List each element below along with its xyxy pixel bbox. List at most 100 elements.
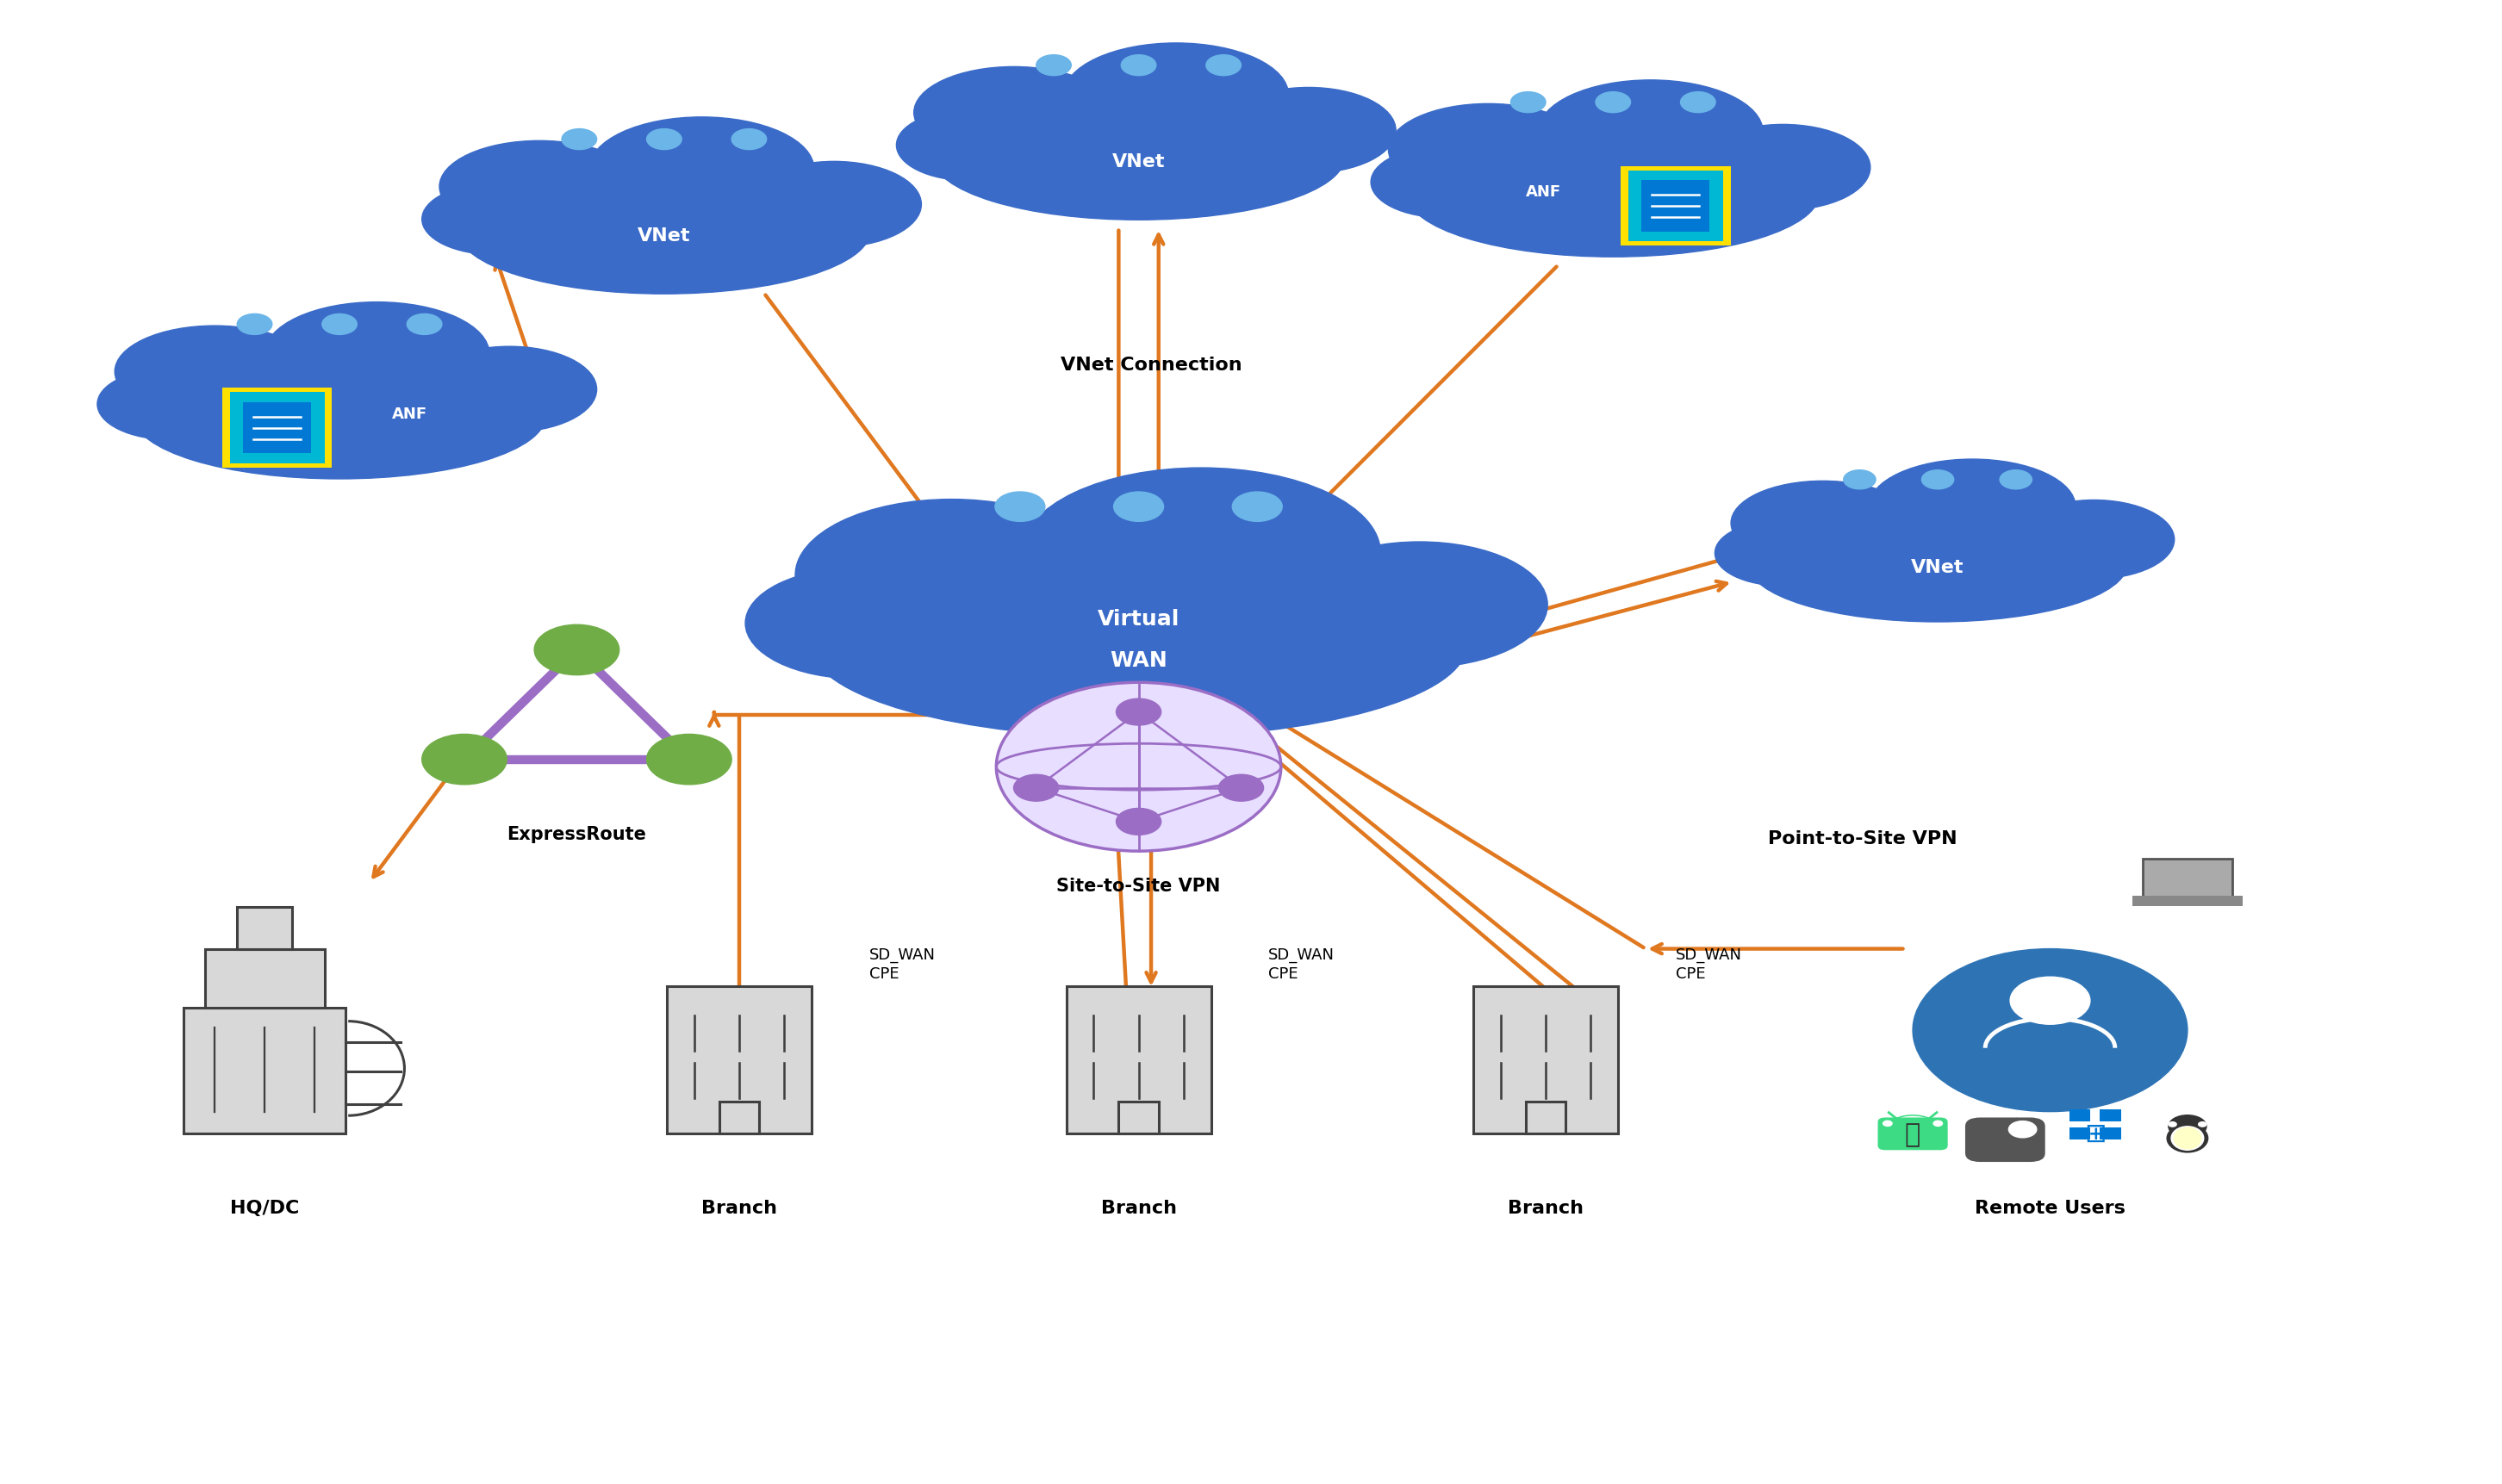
Circle shape xyxy=(1884,1120,1892,1126)
Circle shape xyxy=(996,493,1046,522)
Text: :  xyxy=(1999,1122,2012,1146)
Text: ExpressRoute: ExpressRoute xyxy=(508,825,646,843)
Ellipse shape xyxy=(1221,88,1396,174)
Text: SD_WAN
CPE: SD_WAN CPE xyxy=(1269,947,1336,981)
Text: ⛄: ⛄ xyxy=(2182,1123,2194,1144)
Circle shape xyxy=(1116,699,1161,726)
Ellipse shape xyxy=(1063,45,1289,147)
Text: Remote Users: Remote Users xyxy=(1974,1199,2124,1217)
Circle shape xyxy=(2169,1116,2207,1138)
Circle shape xyxy=(535,625,618,675)
FancyArrowPatch shape xyxy=(766,295,948,540)
Text: HQ/DC: HQ/DC xyxy=(230,1199,300,1217)
Circle shape xyxy=(563,129,598,150)
Circle shape xyxy=(1912,950,2187,1112)
Text: VNet: VNet xyxy=(1111,153,1166,171)
Ellipse shape xyxy=(1389,104,1589,196)
Ellipse shape xyxy=(896,110,1041,181)
Ellipse shape xyxy=(913,67,1113,159)
Ellipse shape xyxy=(1291,542,1549,668)
FancyArrowPatch shape xyxy=(1431,558,1731,643)
Ellipse shape xyxy=(458,169,871,294)
Text: Branch: Branch xyxy=(1509,1199,1584,1217)
Circle shape xyxy=(2009,976,2089,1024)
Text: WAN: WAN xyxy=(1111,650,1168,671)
Ellipse shape xyxy=(2014,500,2174,579)
Ellipse shape xyxy=(265,303,490,407)
Circle shape xyxy=(2199,1122,2207,1126)
FancyBboxPatch shape xyxy=(243,402,310,454)
Circle shape xyxy=(1013,775,1058,801)
FancyArrowPatch shape xyxy=(1429,582,1726,663)
Circle shape xyxy=(423,735,508,785)
Circle shape xyxy=(1218,775,1264,801)
Circle shape xyxy=(731,129,766,150)
FancyArrowPatch shape xyxy=(1146,681,1156,982)
Ellipse shape xyxy=(133,353,545,479)
Circle shape xyxy=(1206,55,1241,76)
FancyArrowPatch shape xyxy=(1106,686,1126,987)
Text: Branch: Branch xyxy=(701,1199,778,1217)
Ellipse shape xyxy=(1749,506,2127,622)
Bar xyxy=(1118,1101,1158,1134)
Circle shape xyxy=(1113,493,1163,522)
Ellipse shape xyxy=(2167,1125,2207,1153)
FancyArrowPatch shape xyxy=(1188,686,1544,987)
Bar xyxy=(666,985,811,1134)
FancyArrowPatch shape xyxy=(373,746,470,877)
Ellipse shape xyxy=(115,326,315,418)
FancyBboxPatch shape xyxy=(223,389,333,469)
Circle shape xyxy=(2009,1122,2037,1138)
Circle shape xyxy=(1596,92,1631,113)
Ellipse shape xyxy=(2174,1128,2202,1149)
Ellipse shape xyxy=(746,568,971,680)
Bar xyxy=(1066,985,1211,1134)
FancyArrowPatch shape xyxy=(495,260,543,399)
FancyArrowPatch shape xyxy=(1133,686,1143,712)
FancyBboxPatch shape xyxy=(230,393,325,464)
FancyBboxPatch shape xyxy=(1879,1117,1947,1150)
Ellipse shape xyxy=(1539,80,1764,184)
Bar xyxy=(2099,1109,2122,1122)
Text: VNet: VNet xyxy=(1912,559,1964,576)
Ellipse shape xyxy=(796,500,1108,651)
Circle shape xyxy=(1511,92,1546,113)
Circle shape xyxy=(1036,55,1071,76)
Circle shape xyxy=(408,315,443,335)
Circle shape xyxy=(1934,1120,1942,1126)
Text: ANF: ANF xyxy=(1526,184,1561,199)
Circle shape xyxy=(323,315,358,335)
FancyBboxPatch shape xyxy=(1641,181,1709,232)
Circle shape xyxy=(1922,470,1954,490)
Circle shape xyxy=(1999,470,2032,490)
Text: Site-to-Site VPN: Site-to-Site VPN xyxy=(1056,877,1221,893)
Bar xyxy=(2132,896,2242,907)
Text: ⊞: ⊞ xyxy=(2084,1122,2107,1147)
Bar xyxy=(183,1008,345,1134)
Text: SD_WAN
CPE: SD_WAN CPE xyxy=(1676,947,1741,981)
FancyArrowPatch shape xyxy=(1299,267,1556,525)
FancyBboxPatch shape xyxy=(1629,171,1724,242)
Circle shape xyxy=(996,683,1281,852)
Ellipse shape xyxy=(2172,1126,2204,1150)
Bar xyxy=(205,950,325,1008)
Circle shape xyxy=(646,735,731,785)
Ellipse shape xyxy=(423,184,568,255)
FancyArrowPatch shape xyxy=(708,712,718,726)
Text: VNet Connection: VNet Connection xyxy=(1061,356,1241,374)
Ellipse shape xyxy=(98,370,243,441)
FancyArrowPatch shape xyxy=(1651,944,1904,954)
Text: Point-to-Site VPN: Point-to-Site VPN xyxy=(1769,830,1957,847)
FancyArrowPatch shape xyxy=(1113,232,1123,503)
Text: Branch: Branch xyxy=(1101,1199,1176,1217)
FancyBboxPatch shape xyxy=(1621,166,1731,246)
Ellipse shape xyxy=(1714,521,1849,586)
FancyArrowPatch shape xyxy=(1206,690,1574,987)
Bar xyxy=(1526,1101,1566,1134)
Ellipse shape xyxy=(811,554,1466,739)
FancyArrowPatch shape xyxy=(1153,236,1163,508)
Bar xyxy=(2099,1128,2122,1140)
Text: Virtual: Virtual xyxy=(1098,608,1181,629)
Circle shape xyxy=(1233,493,1281,522)
Circle shape xyxy=(2169,1122,2177,1126)
